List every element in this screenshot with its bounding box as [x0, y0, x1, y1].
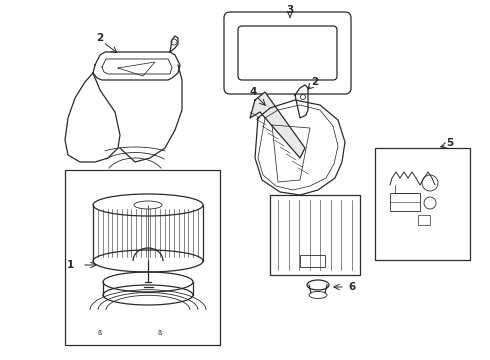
Text: 1: 1 [66, 260, 74, 270]
Text: 4: 4 [249, 87, 257, 97]
Text: 3: 3 [286, 5, 294, 15]
Bar [390, 193, 420, 211]
Polygon shape [250, 92, 305, 158]
Bar [375, 148, 470, 260]
Text: ß: ß [98, 330, 102, 336]
Text: ß: ß [158, 330, 162, 336]
Bar [270, 195, 360, 275]
Text: 5: 5 [446, 138, 454, 148]
Text: 6: 6 [348, 282, 356, 292]
Bar [418, 215, 430, 225]
Text: 2: 2 [311, 77, 318, 87]
Bar [65, 170, 220, 345]
Bar [300, 255, 325, 267]
Text: 2: 2 [97, 33, 103, 43]
